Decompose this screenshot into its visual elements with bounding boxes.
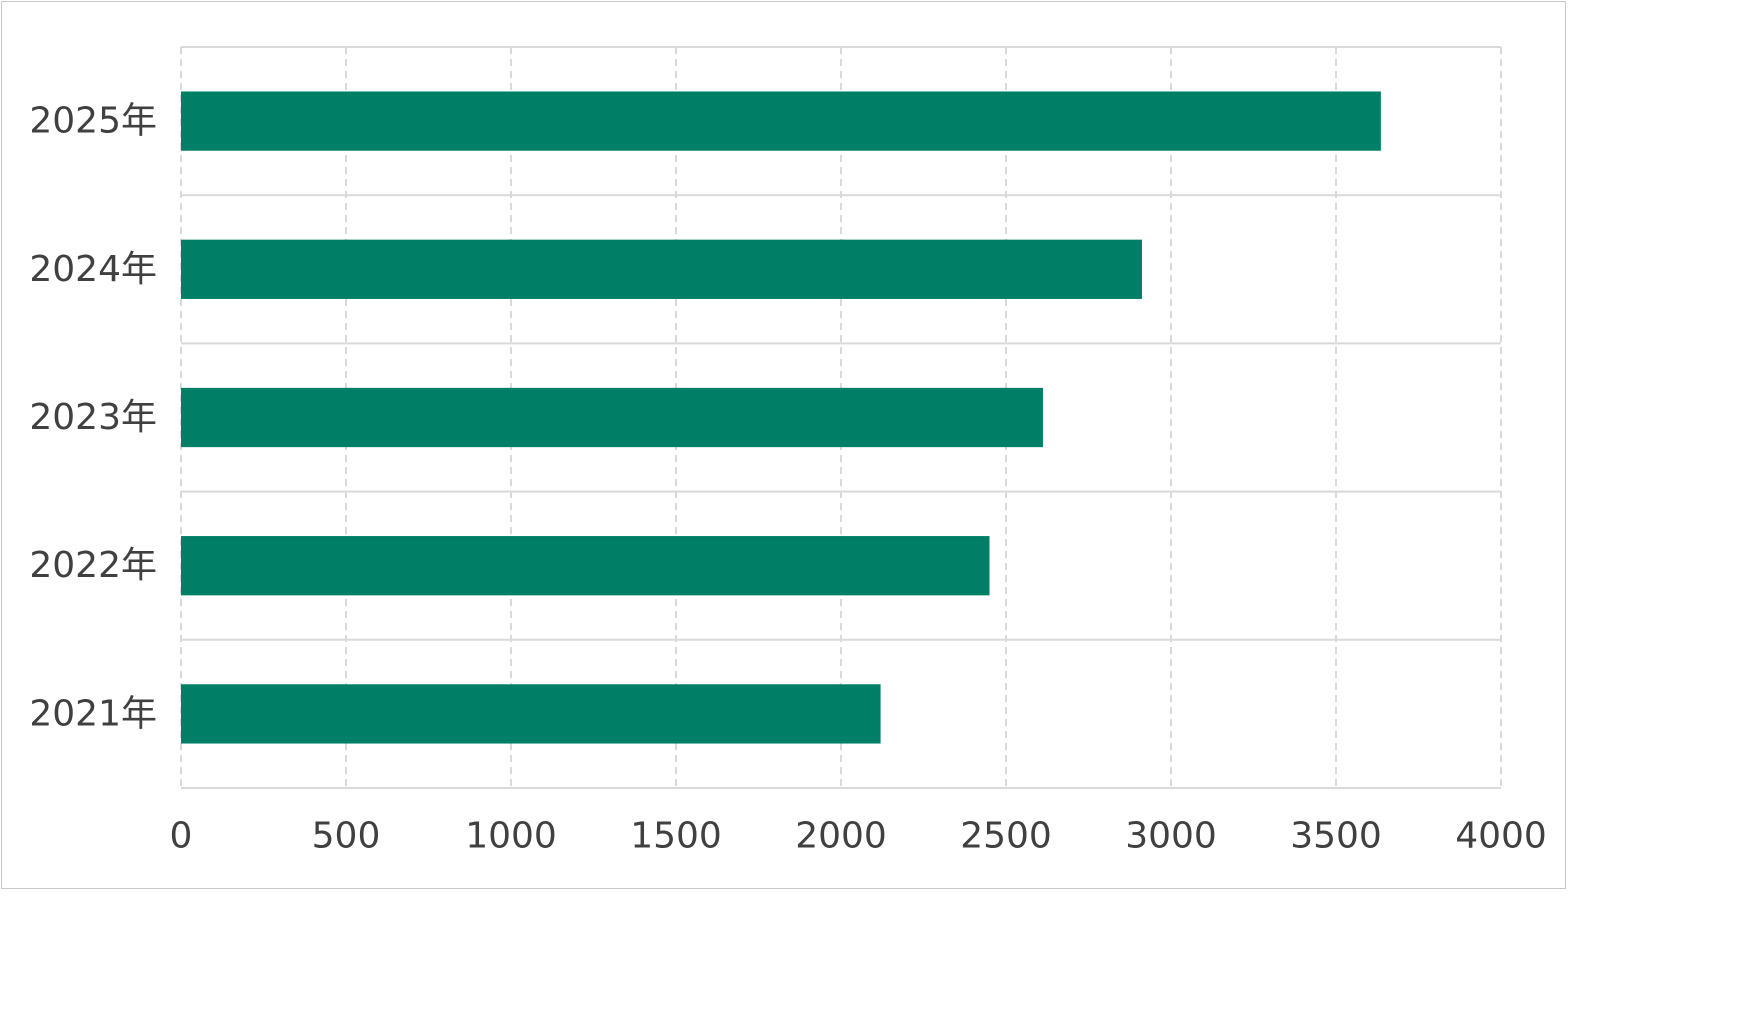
category-label: 2024年 [29,249,157,290]
bar-chart: 2021年 2022年 2023年 2024年 2025年 0 500 1000 1500 20… [29,46,1547,857]
x-tick-label: 1500 [630,816,722,857]
value-tick-labels: 0 500 1000 1500 2000 2500 3000 3500 4000 [170,816,1547,857]
grid-layer [180,46,1502,789]
category-label: 2025年 [29,101,157,142]
x-tick-label: 1000 [465,816,557,857]
x-tick-label: 500 [312,816,381,857]
x-tick-label: 4000 [1455,816,1547,857]
x-tick-label: 2500 [960,816,1052,857]
bar-2024年 [181,239,1142,299]
bar-2022年 [181,536,990,596]
bars-layer [181,91,1381,744]
category-label: 2021年 [29,693,157,734]
category-label: 2022年 [29,545,157,586]
bar-2025年 [181,91,1381,151]
x-tick-label: 0 [170,816,193,857]
x-tick-label: 2000 [795,816,887,857]
x-tick-label: 3000 [1125,816,1217,857]
category-label: 2023年 [29,397,157,438]
bar-2021年 [181,684,881,744]
bar-2023年 [181,387,1043,448]
category-labels: 2021年 2022年 2023年 2024年 2025年 [29,101,157,735]
x-tick-label: 3500 [1290,816,1382,857]
